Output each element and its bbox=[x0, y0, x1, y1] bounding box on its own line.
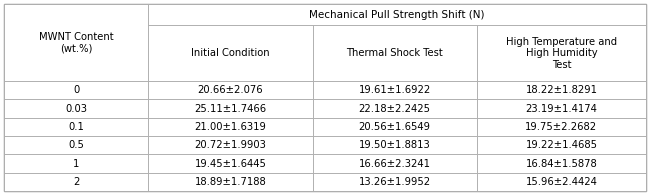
Bar bbox=[148, 173, 313, 191]
Bar bbox=[148, 4, 646, 25]
Text: 20.56±1.6549: 20.56±1.6549 bbox=[359, 122, 431, 132]
Bar bbox=[313, 118, 477, 136]
Text: 0.5: 0.5 bbox=[68, 140, 84, 150]
Text: 22.18±2.2425: 22.18±2.2425 bbox=[359, 104, 431, 113]
Bar bbox=[4, 118, 148, 136]
Bar bbox=[477, 173, 646, 191]
Text: 23.19±1.4174: 23.19±1.4174 bbox=[525, 104, 597, 113]
Text: Initial Condition: Initial Condition bbox=[191, 48, 270, 58]
Bar bbox=[148, 136, 313, 154]
Bar bbox=[313, 81, 477, 99]
Bar bbox=[148, 81, 313, 99]
Bar bbox=[313, 136, 477, 154]
Bar bbox=[148, 99, 313, 118]
Bar bbox=[477, 25, 646, 81]
Text: 16.66±2.3241: 16.66±2.3241 bbox=[359, 159, 431, 168]
Text: High Temperature and
High Humidity
Test: High Temperature and High Humidity Test bbox=[506, 36, 617, 70]
Bar bbox=[477, 81, 646, 99]
Bar bbox=[4, 154, 148, 173]
Bar bbox=[148, 25, 313, 81]
Text: 0.03: 0.03 bbox=[65, 104, 87, 113]
Text: 19.75±2.2682: 19.75±2.2682 bbox=[525, 122, 597, 132]
Text: 19.50±1.8813: 19.50±1.8813 bbox=[359, 140, 430, 150]
Bar bbox=[477, 118, 646, 136]
Bar bbox=[477, 99, 646, 118]
Text: 15.96±2.4424: 15.96±2.4424 bbox=[525, 177, 597, 187]
Bar bbox=[477, 154, 646, 173]
Bar bbox=[4, 81, 148, 99]
Bar bbox=[477, 136, 646, 154]
Bar bbox=[4, 173, 148, 191]
Text: Thermal Shock Test: Thermal Shock Test bbox=[346, 48, 443, 58]
Bar bbox=[148, 154, 313, 173]
Bar bbox=[4, 4, 148, 81]
Text: 19.45±1.6445: 19.45±1.6445 bbox=[194, 159, 266, 168]
Bar bbox=[4, 99, 148, 118]
Text: Mechanical Pull Strength Shift (N): Mechanical Pull Strength Shift (N) bbox=[309, 10, 485, 20]
Text: 20.66±2.076: 20.66±2.076 bbox=[198, 85, 263, 95]
Text: 1: 1 bbox=[73, 159, 79, 168]
Text: 16.84±1.5878: 16.84±1.5878 bbox=[525, 159, 597, 168]
Text: 20.72±1.9903: 20.72±1.9903 bbox=[194, 140, 266, 150]
Bar bbox=[313, 99, 477, 118]
Bar bbox=[313, 173, 477, 191]
Text: 18.22±1.8291: 18.22±1.8291 bbox=[525, 85, 597, 95]
Text: 2: 2 bbox=[73, 177, 79, 187]
Text: 25.11±1.7466: 25.11±1.7466 bbox=[194, 104, 266, 113]
Text: 21.00±1.6319: 21.00±1.6319 bbox=[194, 122, 266, 132]
Bar bbox=[313, 25, 477, 81]
Bar bbox=[313, 154, 477, 173]
Text: 19.61±1.6922: 19.61±1.6922 bbox=[359, 85, 431, 95]
Text: 13.26±1.9952: 13.26±1.9952 bbox=[359, 177, 431, 187]
Bar bbox=[148, 118, 313, 136]
Text: 18.89±1.7188: 18.89±1.7188 bbox=[194, 177, 266, 187]
Bar bbox=[4, 136, 148, 154]
Text: 19.22±1.4685: 19.22±1.4685 bbox=[525, 140, 597, 150]
Text: 0.1: 0.1 bbox=[68, 122, 84, 132]
Text: MWNT Content
(wt.%): MWNT Content (wt.%) bbox=[39, 32, 114, 53]
Text: 0: 0 bbox=[73, 85, 79, 95]
